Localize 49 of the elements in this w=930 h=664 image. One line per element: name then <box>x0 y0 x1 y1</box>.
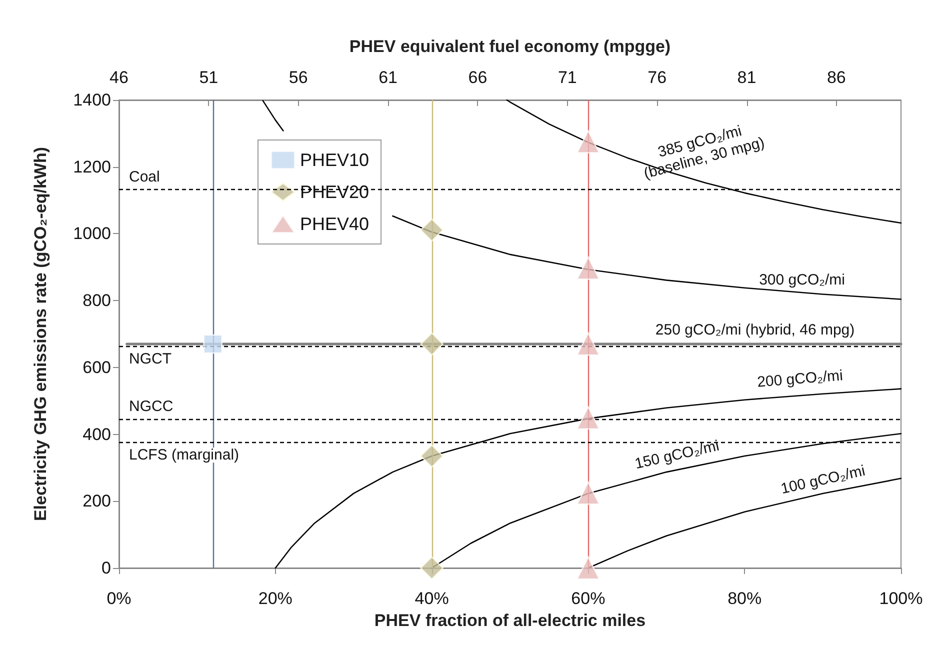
point <box>576 256 600 280</box>
legend-label: PHEV40 <box>300 214 370 234</box>
y-axis-title: Electricity GHG emissions rate (gCO₂-eq/kWh) <box>31 146 50 522</box>
x-tick-label: 20% <box>258 589 292 608</box>
x2-axis-title: PHEV equivalent fuel economy (mpgge) <box>349 37 671 56</box>
legend-label: PHEV20 <box>300 182 370 202</box>
point <box>576 332 600 356</box>
y-tick-label: 800 <box>82 291 111 310</box>
y-tick-label: 600 <box>82 358 111 377</box>
annotation: 300 gCO₂/mi <box>759 272 845 288</box>
y-tick-label: 1000 <box>73 224 111 244</box>
x-axis-title: PHEV fraction of all-electric miles <box>374 610 646 630</box>
ref-line-label: NGCT <box>129 350 172 368</box>
point <box>576 406 600 430</box>
annotation: 150 gCO₂/mi <box>633 437 721 473</box>
x-tick-label: 100% <box>879 589 923 608</box>
y-tick-label: 1400 <box>73 90 111 110</box>
point <box>576 482 600 505</box>
point <box>420 556 444 580</box>
y-tick-label: 200 <box>82 492 111 511</box>
legend-label: PHEV10 <box>300 150 370 170</box>
x2-tick-label: 66 <box>468 68 488 87</box>
x2-tick-label: 56 <box>288 68 308 87</box>
x2-tick-label: 76 <box>648 68 667 87</box>
y-tick-label: 1200 <box>73 157 111 176</box>
ref-line-label: LCFS (marginal) <box>129 446 240 464</box>
y-tick-label: 400 <box>82 424 111 444</box>
y-tick-label: 0 <box>102 558 111 578</box>
x2-tick-label: 86 <box>826 68 846 87</box>
point <box>420 218 444 242</box>
x-tick-label: 40% <box>414 589 449 608</box>
x2-tick-label: 51 <box>199 68 218 87</box>
point <box>576 130 600 154</box>
x2-tick-label: 71 <box>558 68 577 87</box>
x-tick-label: 60% <box>571 589 606 608</box>
point <box>576 556 600 580</box>
x-tick-label: 80% <box>728 589 762 608</box>
annotation: 100 gCO₂/mi <box>779 462 867 498</box>
x2-tick-label: 46 <box>110 68 128 87</box>
x2-tick-label: 61 <box>378 68 398 87</box>
ref-line-label: NGCC <box>129 398 174 416</box>
ref-line-label: Coal <box>129 168 160 186</box>
x-tick-label: 0% <box>106 589 132 608</box>
point <box>203 334 222 354</box>
x2-tick-label: 81 <box>737 68 756 87</box>
annotation: 200 gCO₂/mi <box>756 367 844 391</box>
point <box>420 444 444 468</box>
point <box>420 332 444 356</box>
annotation: 250 gCO₂/mi (hybrid, 46 mpg) <box>655 322 855 338</box>
